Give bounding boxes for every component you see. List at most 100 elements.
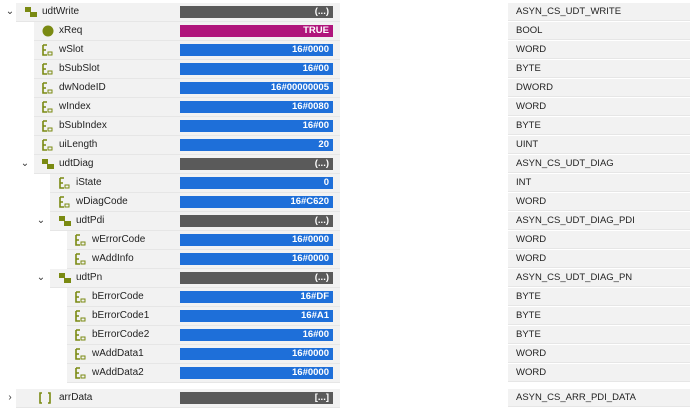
variable-value[interactable]: 16#0000 xyxy=(180,367,333,379)
tree-row-arrData[interactable]: › arrData [...] ASYN_CS_ARR_PDI_DATA xyxy=(0,389,690,408)
struct-icon xyxy=(41,157,55,171)
variable-type: ASYN_CS_UDT_WRITE xyxy=(508,3,690,21)
tree-row-bErrorCode1[interactable]: bErrorCode1 16#A1 BYTE xyxy=(0,307,690,326)
variable-value[interactable]: 16#00 xyxy=(180,329,333,341)
variable-name: bErrorCode1 xyxy=(92,310,150,321)
tree-row-uiLength[interactable]: uiLength 20 UINT xyxy=(0,136,690,155)
var-icon xyxy=(58,195,72,209)
variable-value[interactable]: (...) xyxy=(180,272,333,284)
variable-value[interactable]: (...) xyxy=(180,158,333,170)
variable-type: ASYN_CS_UDT_DIAG_PDI xyxy=(508,212,690,230)
tree-row-bErrorCode[interactable]: bErrorCode 16#DF BYTE xyxy=(0,288,690,307)
variable-name: wDiagCode xyxy=(76,196,128,207)
var-icon xyxy=(58,176,72,190)
variable-value[interactable]: 16#0000 xyxy=(180,253,333,265)
variable-name: iState xyxy=(76,177,102,188)
tree-row-bSubSlot[interactable]: bSubSlot 16#00 BYTE xyxy=(0,60,690,79)
variable-value[interactable]: 16#DF xyxy=(180,291,333,303)
variable-value[interactable]: (...) xyxy=(180,6,333,18)
variable-type: BOOL xyxy=(508,22,690,40)
variable-name: udtDiag xyxy=(59,158,94,169)
tree-row-udtDiag[interactable]: ⌄ udtDiag (...) ASYN_CS_UDT_DIAG xyxy=(0,155,690,174)
variable-name: udtWrite xyxy=(42,6,80,17)
variable-name: bErrorCode xyxy=(92,291,144,302)
bool-icon xyxy=(41,24,55,38)
variable-value[interactable]: TRUE xyxy=(180,25,333,37)
variable-type: INT xyxy=(508,174,690,192)
variable-value[interactable]: 16#0000 xyxy=(180,44,333,56)
chevron-right-icon[interactable]: › xyxy=(8,392,12,403)
variable-name: udtPdi xyxy=(76,215,105,226)
struct-icon xyxy=(58,214,72,228)
tree-row-wErrorCode[interactable]: wErrorCode 16#0000 WORD xyxy=(0,231,690,250)
variable-value[interactable]: 16#00000005 xyxy=(180,82,333,94)
chevron-down-icon[interactable]: ⌄ xyxy=(36,215,46,226)
var-icon xyxy=(74,252,88,266)
var-icon xyxy=(41,62,55,76)
tree-row-wSlot[interactable]: wSlot 16#0000 WORD xyxy=(0,41,690,60)
variable-name: xReq xyxy=(59,25,83,36)
variable-type: WORD xyxy=(508,250,690,268)
tree-row-wAddInfo[interactable]: wAddInfo 16#0000 WORD xyxy=(0,250,690,269)
tree-row-iState[interactable]: iState 0 INT xyxy=(0,174,690,193)
tree-row-bErrorCode2[interactable]: bErrorCode2 16#00 BYTE xyxy=(0,326,690,345)
variable-value[interactable]: 20 xyxy=(180,139,333,151)
variable-type: BYTE xyxy=(508,307,690,325)
var-icon xyxy=(41,119,55,133)
variable-name: dwNodeID xyxy=(59,82,106,93)
variable-name: uiLength xyxy=(59,139,98,150)
variable-name: bSubSlot xyxy=(59,63,100,74)
tree-row-udtPdi[interactable]: ⌄ udtPdi (...) ASYN_CS_UDT_DIAG_PDI xyxy=(0,212,690,231)
variable-value[interactable]: [...] xyxy=(180,392,333,404)
variable-name: bSubIndex xyxy=(59,120,107,131)
variable-type: WORD xyxy=(508,231,690,249)
variable-name: wErrorCode xyxy=(92,234,146,245)
var-icon xyxy=(41,81,55,95)
variable-value[interactable]: 16#A1 xyxy=(180,310,333,322)
chevron-down-icon[interactable]: ⌄ xyxy=(20,158,30,169)
variable-type: WORD xyxy=(508,364,690,382)
var-icon xyxy=(41,100,55,114)
variable-type: DWORD xyxy=(508,79,690,97)
chevron-down-icon[interactable]: ⌄ xyxy=(5,6,15,17)
tree-row-wIndex[interactable]: wIndex 16#0080 WORD xyxy=(0,98,690,117)
variable-value[interactable]: 0 xyxy=(180,177,333,189)
variable-value[interactable]: (...) xyxy=(180,215,333,227)
tree-row-udtWrite[interactable]: ⌄ udtWrite (...) ASYN_CS_UDT_WRITE xyxy=(0,3,690,22)
var-icon xyxy=(41,138,55,152)
variable-type: ASYN_CS_UDT_DIAG xyxy=(508,155,690,173)
variable-name: wIndex xyxy=(59,101,91,112)
variable-type: BYTE xyxy=(508,117,690,135)
variable-value[interactable]: 16#0000 xyxy=(180,234,333,246)
variable-value[interactable]: 16#00 xyxy=(180,120,333,132)
var-icon xyxy=(74,233,88,247)
var-icon xyxy=(74,328,88,342)
tree-row-bSubIndex[interactable]: bSubIndex 16#00 BYTE xyxy=(0,117,690,136)
variable-value[interactable]: 16#C620 xyxy=(180,196,333,208)
tree-row-dwNodeID[interactable]: dwNodeID 16#00000005 DWORD xyxy=(0,79,690,98)
variable-type: ASYN_CS_ARR_PDI_DATA xyxy=(508,389,690,407)
tree-row-wAddData2[interactable]: wAddData2 16#0000 WORD xyxy=(0,364,690,383)
var-icon xyxy=(74,366,88,380)
variable-name: wSlot xyxy=(59,44,84,55)
variable-type: WORD xyxy=(508,345,690,363)
var-icon xyxy=(74,309,88,323)
variable-name: wAddInfo xyxy=(92,253,134,264)
variable-value[interactable]: 16#00 xyxy=(180,63,333,75)
tree-row-wAddData1[interactable]: wAddData1 16#0000 WORD xyxy=(0,345,690,364)
chevron-down-icon[interactable]: ⌄ xyxy=(36,272,46,283)
array-icon xyxy=(38,391,52,405)
variable-name: udtPn xyxy=(76,272,103,283)
variable-value[interactable]: 16#0000 xyxy=(180,348,333,360)
variable-name: bErrorCode2 xyxy=(92,329,150,340)
tree-row-wDiagCode[interactable]: wDiagCode 16#C620 WORD xyxy=(0,193,690,212)
tree-row-xReq[interactable]: xReq TRUE BOOL xyxy=(0,22,690,41)
var-icon xyxy=(74,347,88,361)
var-icon xyxy=(74,290,88,304)
struct-icon xyxy=(24,5,38,19)
variable-type: WORD xyxy=(508,41,690,59)
tree-row-udtPn[interactable]: ⌄ udtPn (...) ASYN_CS_UDT_DIAG_PN xyxy=(0,269,690,288)
variable-value[interactable]: 16#0080 xyxy=(180,101,333,113)
variable-type: BYTE xyxy=(508,326,690,344)
